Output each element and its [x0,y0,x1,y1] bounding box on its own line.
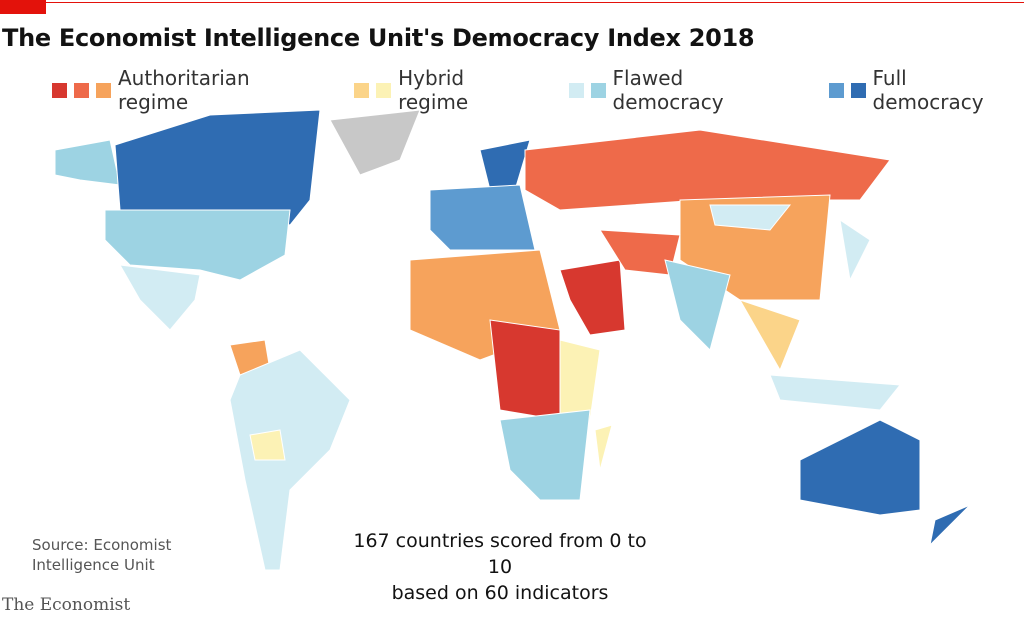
legend-swatch [828,82,844,98]
legend-swatch [74,82,89,98]
legend-label: Full democracy [872,66,984,114]
note-line: based on 60 indicators [391,582,609,604]
region [489,319,561,421]
legend-label: Authoritarian regime [118,66,250,114]
region [499,409,591,501]
region [479,139,531,191]
region [664,259,731,351]
top-rule [0,2,1024,3]
source-line: Intelligence Unit [32,556,155,574]
legend: Authoritarian regime Hybrid regime Flawed … [52,66,1024,114]
region [249,429,286,461]
legend-swatch [52,82,67,98]
source-line: Source: Economist [32,536,172,554]
region [738,299,801,372]
legend-swatch [354,82,370,98]
region [229,349,351,571]
legend-item: Hybrid regime [354,66,540,114]
legend-item: Authoritarian regime [52,66,326,114]
legend-label: Hybrid regime [398,66,469,114]
legend-swatch [376,82,392,98]
region [119,264,201,331]
title: The Economist Intelligence Unit's Democr… [2,24,755,52]
region [559,259,626,336]
brand-bar [0,0,46,14]
legend-swatch [568,82,584,98]
region [709,204,792,231]
note: 167 countries scored from 0 to 10 based … [340,528,660,606]
brand: The Economist [2,595,131,615]
region [799,419,921,516]
region [54,139,121,186]
region [104,209,291,281]
region [114,109,321,226]
note-line: 167 countries scored from 0 to 10 [353,530,647,578]
region [839,218,871,282]
legend-item: Flawed democracy [568,66,801,114]
region [929,504,971,547]
source: Source: Economist Intelligence Unit [32,535,171,575]
legend-item: Full democracy [828,66,1024,114]
region [524,129,891,211]
region [329,109,421,176]
legend-swatch [850,82,866,98]
region [559,339,601,421]
region [429,184,536,251]
legend-label: Flawed democracy [612,66,724,114]
region [594,424,613,471]
legend-swatch [96,82,111,98]
legend-swatch [590,82,606,98]
world-map [54,109,971,571]
region [769,374,901,411]
